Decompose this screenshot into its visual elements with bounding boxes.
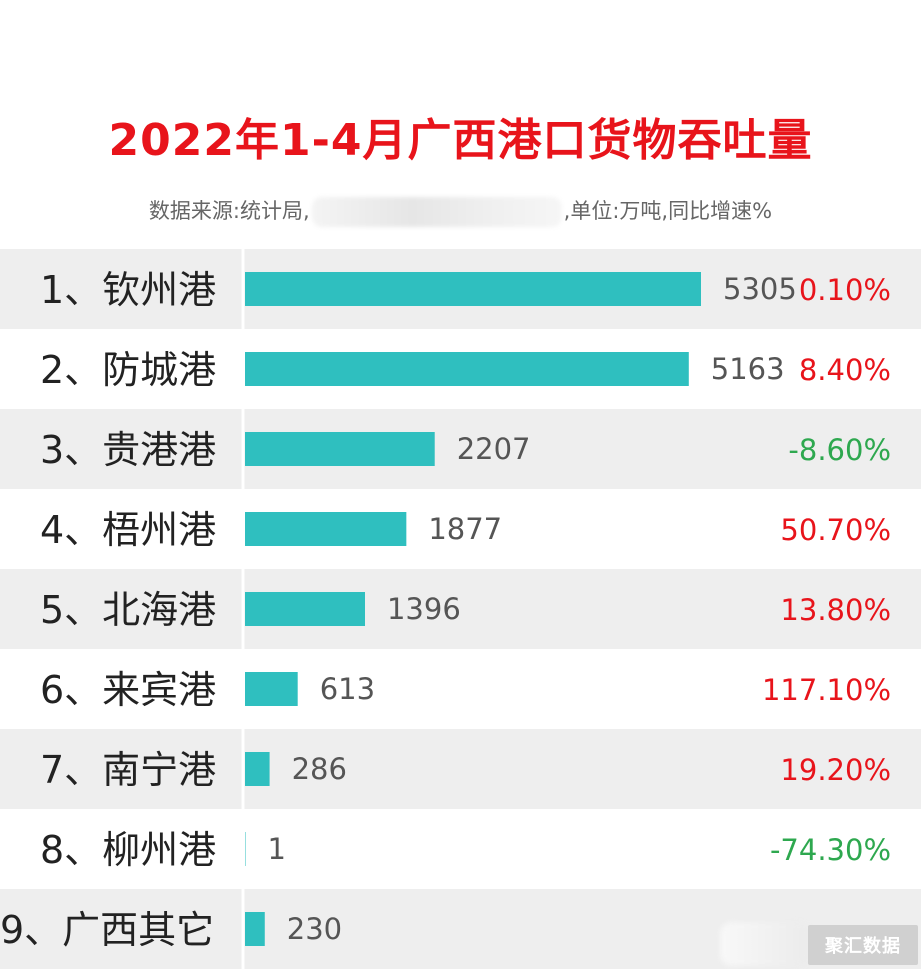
data-label: 1396 — [387, 592, 461, 626]
bar — [245, 912, 265, 946]
growth-label: 117.10% — [762, 673, 891, 707]
growth-label: 50.70% — [780, 513, 891, 547]
growth-label: 0.10% — [799, 273, 891, 307]
row-band — [0, 569, 921, 649]
bar — [245, 752, 270, 786]
bar — [245, 272, 701, 306]
category-label: 2、防城港 — [40, 348, 216, 392]
bar — [245, 672, 298, 706]
data-label: 5163 — [711, 352, 785, 386]
chart-title: 2022年1-4月广西港口货物吞吐量 — [108, 115, 813, 166]
growth-label: 13.80% — [780, 593, 891, 627]
category-label: 6、来宾港 — [40, 668, 216, 712]
bar — [245, 512, 407, 546]
category-label: 8、柳州港 — [40, 828, 216, 872]
row-band — [0, 729, 921, 809]
subtitle-source: 数据来源:统计局, — [148, 199, 310, 223]
redacted-source-blur — [311, 197, 562, 227]
category-label: 9、广西其它 — [0, 908, 214, 952]
category-label: 4、梧州港 — [40, 508, 216, 552]
bar — [245, 592, 365, 626]
data-label: 286 — [292, 752, 347, 786]
data-label: 1 — [268, 832, 286, 866]
growth-label: 19.20% — [780, 753, 891, 787]
data-label: 613 — [320, 672, 375, 706]
growth-label: -74.30% — [770, 833, 891, 867]
watermark-logo: 聚汇数据 — [808, 925, 918, 965]
category-label: 7、南宁港 — [40, 748, 216, 792]
bar — [245, 832, 246, 866]
row-band — [0, 409, 921, 489]
data-label: 230 — [287, 912, 342, 946]
category-label: 1、钦州港 — [40, 268, 216, 312]
growth-label: -8.60% — [788, 433, 891, 467]
bar — [245, 352, 689, 386]
bar — [245, 432, 435, 466]
category-label: 5、北海港 — [40, 588, 216, 632]
data-label: 1877 — [428, 512, 502, 546]
data-label: 2207 — [457, 432, 531, 466]
watermark-smudge — [720, 922, 810, 966]
data-label: 5305 — [723, 272, 797, 306]
category-label: 3、贵港港 — [40, 428, 216, 472]
subtitle-unit: ,单位:万吨,同比增速% — [563, 199, 773, 223]
growth-label: 8.40% — [799, 353, 891, 387]
chart-subtitle: 数据来源:统计局, ,单位:万吨,同比增速% — [0, 195, 921, 227]
